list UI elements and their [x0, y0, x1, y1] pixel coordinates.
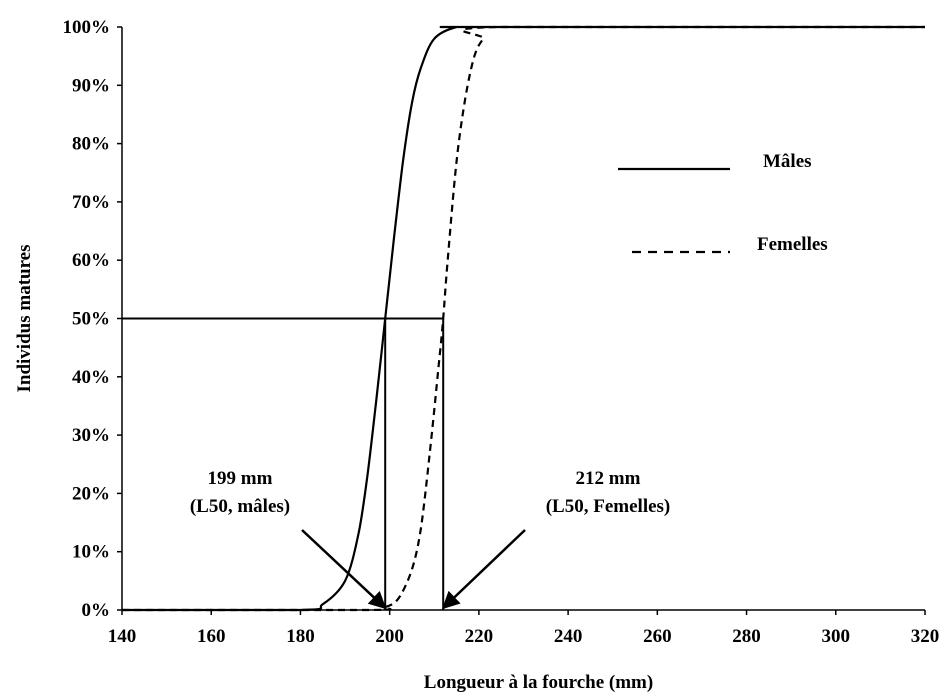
series-layer: [122, 25, 925, 612]
annotation-label-males: 199 mm: [208, 468, 273, 489]
y-tick-label: 80%: [72, 134, 110, 155]
annotation-label-males: (L50, mâles): [190, 496, 290, 517]
x-tick-label: 320: [911, 626, 940, 647]
y-tick-label: 0%: [82, 600, 111, 621]
x-tick-label: 200: [375, 626, 404, 647]
y-tick-label: 10%: [72, 542, 110, 563]
x-tick-label: 140: [108, 626, 137, 647]
annotation-label-females: (L50, Femelles): [546, 496, 671, 517]
y-axis-title: Individus matures: [14, 244, 35, 392]
legend: Mâles Femelles: [618, 151, 828, 255]
x-tick-label: 160: [197, 626, 226, 647]
y-tick-label: 100%: [63, 17, 111, 38]
l50-reference-lines: [122, 317, 445, 610]
x-tick-label: 280: [732, 626, 761, 647]
x-axis-title: Longueur à la fourche (mm): [424, 672, 653, 693]
y-tick-label: 90%: [72, 75, 110, 96]
legend-label-females: Femelles: [757, 234, 828, 255]
annotation-arrow-males: [301, 529, 387, 610]
annotation-arrow-females: [441, 529, 526, 610]
series-line-females: [122, 25, 925, 612]
x-tick-label: 300: [822, 626, 851, 647]
series-line-males: [122, 25, 925, 612]
y-tick-label: 70%: [72, 192, 110, 213]
legend-label-males: Mâles: [763, 151, 812, 172]
annotation-label-females: 212 mm: [576, 468, 641, 489]
x-tick-label: 240: [554, 626, 583, 647]
annotations: 199 mm (L50, mâles) 212 mm (L50, Femelles): [190, 468, 671, 610]
x-tick-label: 220: [465, 626, 494, 647]
y-tick-label: 40%: [72, 367, 110, 388]
y-tick-label: 60%: [72, 250, 110, 271]
axes: 0% 10% 20% 30% 40% 50% 60% 70% 80% 90% 100% 140 160 1…: [14, 17, 939, 693]
x-tick-label: 260: [643, 626, 672, 647]
x-tick-label: 180: [286, 626, 315, 647]
y-tick-label: 50%: [72, 309, 110, 330]
y-tick-label: 20%: [72, 483, 110, 504]
y-tick-label: 30%: [72, 425, 110, 446]
